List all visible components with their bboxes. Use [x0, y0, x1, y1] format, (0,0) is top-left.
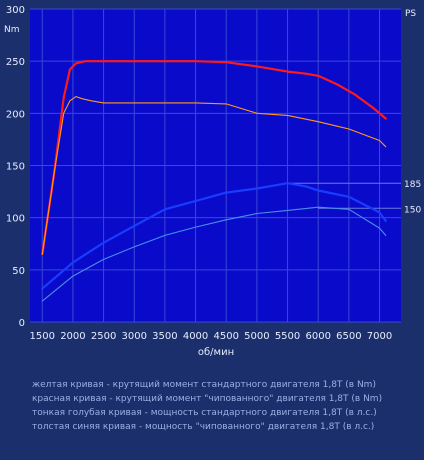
x-tick-label: 2500	[91, 331, 116, 342]
right-value-label: 185	[404, 180, 421, 190]
y-tick-label: 0	[19, 318, 25, 329]
y-tick-label: 200	[6, 109, 25, 120]
x-tick-label: 3000	[122, 331, 147, 342]
y-tick-label: 100	[6, 214, 25, 225]
y-tick-label: 50	[12, 266, 25, 277]
x-tick-label: 5500	[275, 331, 300, 342]
y-tick-label: 250	[6, 57, 25, 68]
legend-item: красная кривая - крутящий момент "чипова…	[32, 394, 383, 404]
x-tick-label: 2000	[60, 331, 85, 342]
legend: желтая кривая - крутящий момент стандарт…	[32, 378, 382, 434]
legend-item: тонкая голубая кривая - мощность стандар…	[32, 408, 377, 418]
x-tick-label: 1500	[30, 331, 55, 342]
x-tick-label: 3500	[152, 331, 177, 342]
series-line	[41, 60, 387, 256]
x-tick-label: 6000	[305, 331, 330, 342]
x-tick-label: 4500	[214, 331, 239, 342]
series-line	[41, 182, 387, 290]
y-tick-label: 150	[6, 162, 25, 173]
x-tick-label: 6500	[336, 331, 361, 342]
legend-item: толстая синяя кривая - мощность "чипован…	[32, 422, 375, 432]
x-tick-label: 7000	[367, 331, 392, 342]
series-line	[41, 96, 387, 255]
x-tick-label: 5000	[244, 331, 269, 342]
right-value-label: 150	[404, 205, 421, 215]
labels-layer: Nm PS об/мин 1500 2000 2500 3000 3500 4000 450…	[4, 5, 421, 358]
x-axis-label: об/мин	[198, 347, 234, 358]
y-tick-label: 300	[6, 5, 25, 16]
y-right-unit-label: PS	[405, 9, 416, 19]
series-line	[41, 206, 387, 302]
series-layer	[41, 60, 387, 302]
legend-item: желтая кривая - крутящий момент стандарт…	[32, 380, 376, 390]
x-tick-label: 4000	[183, 331, 208, 342]
y-left-unit-label: Nm	[4, 25, 20, 35]
